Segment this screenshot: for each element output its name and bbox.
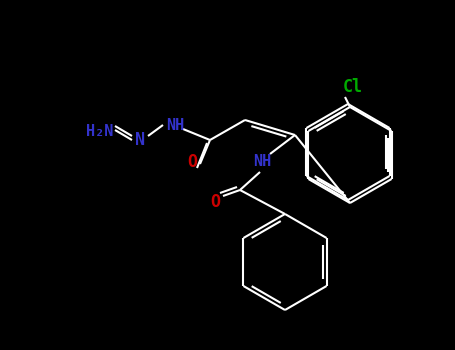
- Text: N: N: [135, 131, 145, 149]
- Text: Cl: Cl: [343, 78, 363, 96]
- Text: NH: NH: [253, 154, 271, 169]
- Text: O: O: [210, 193, 220, 211]
- Text: O: O: [187, 153, 197, 171]
- Text: NH: NH: [166, 118, 184, 133]
- Text: H₂N: H₂N: [86, 125, 114, 140]
